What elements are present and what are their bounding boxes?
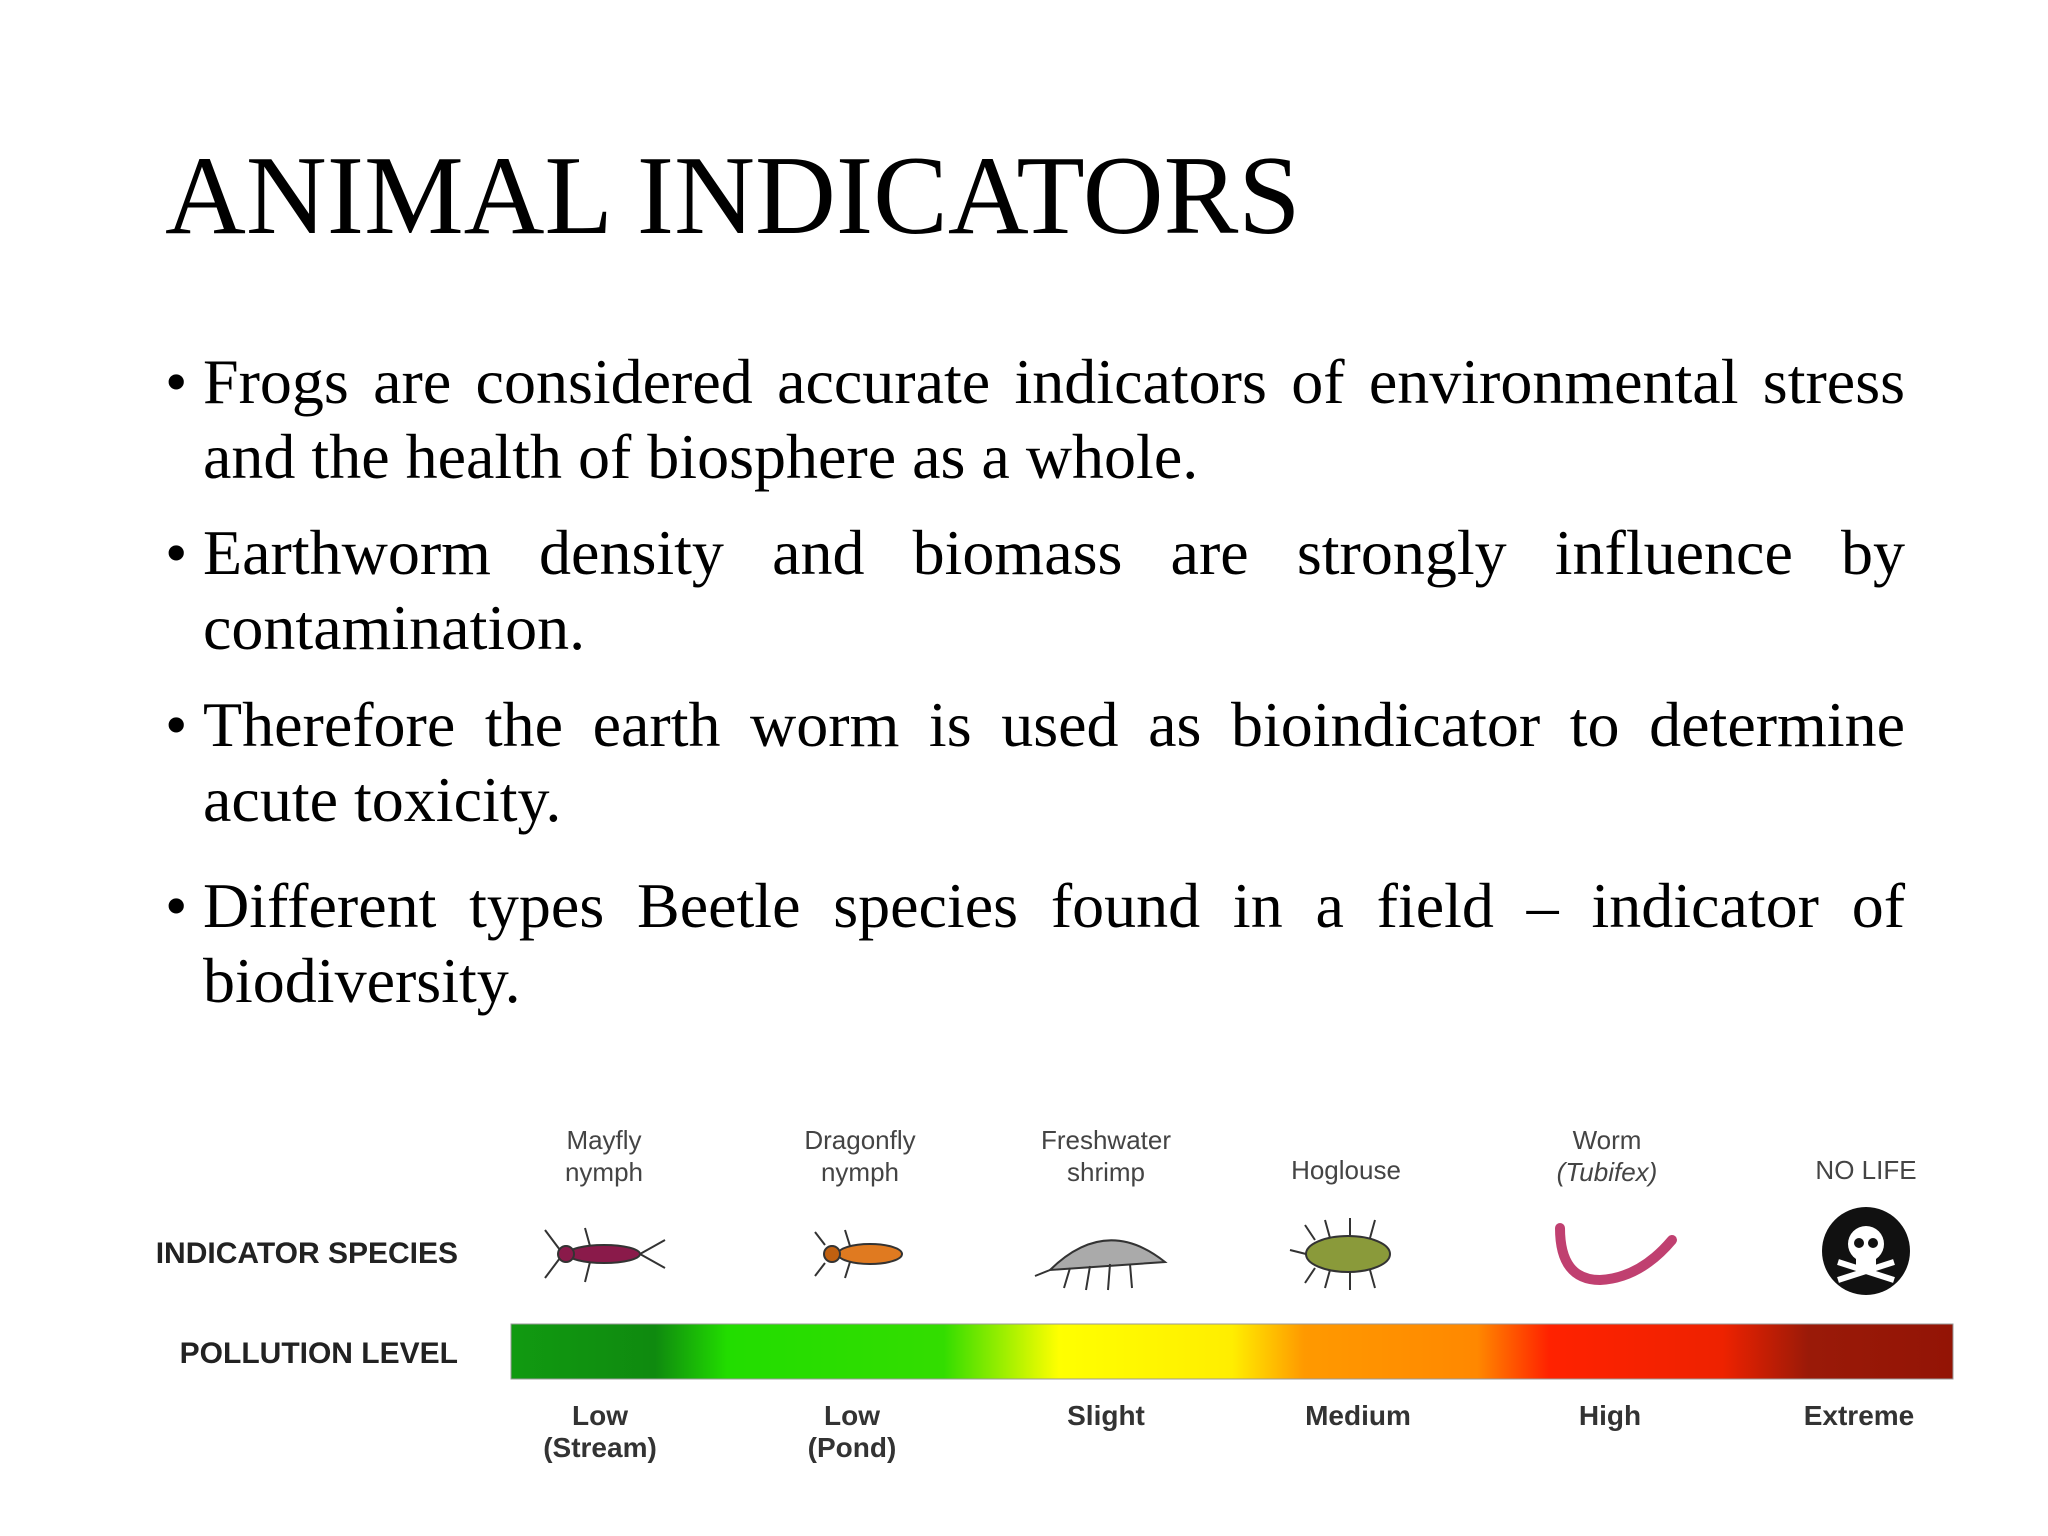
bullet-marker: • <box>165 346 188 417</box>
species-label-line: Freshwater <box>1040 1125 1172 1155</box>
row-label: POLLUTION LEVEL <box>179 1337 458 1370</box>
species-label: Hoglouse <box>1226 1154 1466 1186</box>
species-label-line: Mayfly <box>566 1125 642 1155</box>
level-label: Slight <box>986 1400 1226 1432</box>
species-label-line: Dragonfly <box>804 1125 916 1155</box>
species-label-line: (Tubifex) <box>1556 1157 1658 1187</box>
species-label-line: Worm <box>1572 1125 1642 1155</box>
level-label-line: Extreme <box>1803 1400 1915 1431</box>
pollution-gradient <box>510 1323 1954 1380</box>
level-label: Low (Stream) <box>480 1400 720 1464</box>
bullet-text: Frogs are considered accurate indicators… <box>203 346 1905 492</box>
bullet-item: • Frogs are considered accurate indicator… <box>165 344 1905 494</box>
bullet-marker: • <box>165 870 188 941</box>
species-label-line: Hoglouse <box>1291 1155 1401 1185</box>
species-label: Dragonfly nymph <box>740 1124 980 1188</box>
bullet-item: • Different types Beetle species found in… <box>165 868 1905 1018</box>
bullet-text: Therefore the earth worm is used as bioi… <box>203 689 1905 835</box>
level-label-line: (Pond) <box>807 1432 897 1463</box>
species-label-line: nymph <box>820 1157 900 1187</box>
species-label-line: NO LIFE <box>1815 1155 1917 1185</box>
bullet-item: • Earthworm density and biomass are stron… <box>165 515 1905 665</box>
species-label-line: shrimp <box>1066 1157 1145 1187</box>
species-label: Mayfly nymph <box>484 1124 724 1188</box>
level-label-line: Low <box>572 1400 628 1431</box>
level-label: High <box>1490 1400 1730 1432</box>
shrimp-icon <box>1034 1239 1168 1291</box>
bullet-item: • Therefore the earth worm is used as bio… <box>165 687 1905 837</box>
level-label-line: (Stream) <box>543 1432 657 1463</box>
species-label: Freshwater shrimp <box>986 1124 1226 1188</box>
slide-title: ANIMAL INDICATORS <box>165 134 1301 258</box>
species-label: NO LIFE <box>1746 1154 1986 1186</box>
mayfly-icon <box>544 1227 666 1283</box>
level-label: Extreme <box>1739 1400 1979 1432</box>
level-label-line: Low <box>824 1400 880 1431</box>
level-label: Low (Pond) <box>732 1400 972 1464</box>
skull-icon <box>1822 1207 1910 1295</box>
species-label-line: nymph <box>564 1157 644 1187</box>
level-label-line: High <box>1578 1400 1642 1431</box>
species-label: Worm (Tubifex) <box>1487 1124 1727 1188</box>
bullet-marker: • <box>165 517 188 588</box>
bullet-marker: • <box>165 689 188 760</box>
dragonfly-icon <box>814 1229 903 1279</box>
hoglouse-icon <box>1289 1218 1391 1290</box>
level-label-line: Medium <box>1305 1400 1411 1431</box>
row-label: INDICATOR SPECIES <box>155 1237 458 1270</box>
level-label-line: Slight <box>1067 1400 1145 1431</box>
bullet-text: Different types Beetle species found in … <box>203 870 1905 1016</box>
level-label: Medium <box>1238 1400 1478 1432</box>
bullet-text: Earthworm density and biomass are strong… <box>203 517 1905 663</box>
worm-icon <box>1555 1223 1677 1286</box>
